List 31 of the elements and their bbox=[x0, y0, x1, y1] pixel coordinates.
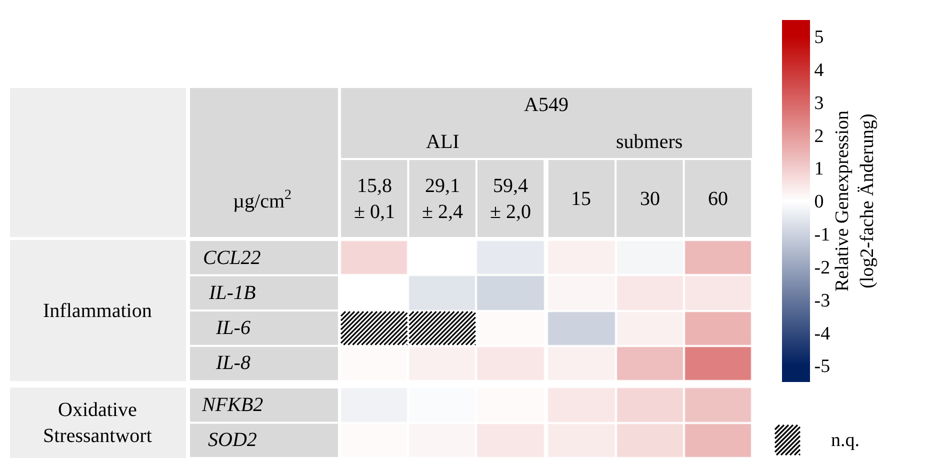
color-bar-label: 4 bbox=[814, 60, 824, 82]
color-bar-label: -3 bbox=[814, 290, 830, 312]
color-bar-label: 2 bbox=[814, 126, 824, 147]
text: n.q. bbox=[831, 430, 860, 451]
color-bar-label: -1 bbox=[814, 224, 830, 246]
color-bar-title: Relative Genexpression (log2-fache Änderung) bbox=[832, 110, 878, 292]
y-tick-label: NFKB2 bbox=[201, 394, 264, 416]
x-tick-label: 29,1 ± 2,4 bbox=[422, 175, 463, 223]
text: Inflammation bbox=[43, 300, 152, 322]
text: ALI bbox=[426, 131, 460, 153]
color-bar-label: -5 bbox=[814, 356, 830, 378]
y-tick-label: CCL22 bbox=[203, 247, 261, 269]
text: µg/cm$^{2}$ bbox=[233, 188, 292, 212]
x-tick-label: 59,4 ± 2,0 bbox=[490, 175, 531, 223]
text: submers bbox=[616, 131, 683, 153]
text: A549 bbox=[524, 94, 568, 116]
color-bar-label: 3 bbox=[814, 92, 824, 114]
x-tick-label: 15,8 ± 0,1 bbox=[354, 175, 395, 223]
x-tick-label: 30 bbox=[640, 188, 660, 210]
y-tick-label: IL-8 bbox=[215, 352, 250, 374]
color-bar-label: 1 bbox=[814, 158, 824, 180]
color-bar-label: -2 bbox=[814, 257, 830, 278]
x-tick-label: 60 bbox=[708, 188, 728, 210]
color-bar-label: 5 bbox=[814, 27, 824, 48]
color-bar-label: 0 bbox=[814, 192, 824, 213]
text: Oxidative Stressantwort bbox=[43, 399, 152, 447]
y-tick-label: IL-1B bbox=[208, 282, 256, 304]
color-bar-label: -4 bbox=[814, 323, 831, 344]
x-tick-label: 15 bbox=[571, 188, 591, 210]
y-tick-label: SOD2 bbox=[208, 429, 257, 451]
y-tick-label: IL-6 bbox=[215, 317, 250, 339]
